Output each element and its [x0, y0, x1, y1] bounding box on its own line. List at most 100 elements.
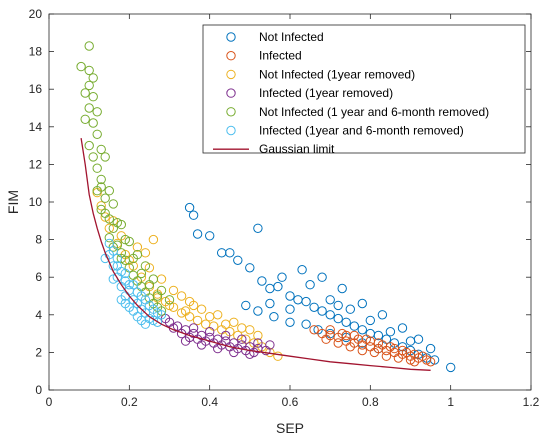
data-point [100, 152, 110, 162]
data-point [381, 351, 392, 361]
data-point [301, 319, 311, 329]
data-point [277, 272, 287, 282]
data-point [345, 342, 355, 352]
legend-marker [226, 51, 236, 61]
y-tick-label: 16 [29, 82, 43, 96]
data-point [140, 295, 151, 305]
data-point [152, 291, 163, 301]
legend-marker [226, 107, 236, 117]
data-point [92, 163, 102, 173]
data-point [349, 321, 359, 331]
x-tick-label: 0.6 [282, 395, 299, 409]
data-point [341, 330, 351, 341]
data-point [285, 291, 295, 301]
data-point [357, 345, 367, 356]
x-tick-label: 0.4 [201, 395, 218, 409]
data-point [188, 210, 199, 220]
data-point [88, 152, 98, 162]
data-point [132, 287, 143, 297]
legend-label: Not Infected [259, 30, 324, 44]
data-point [180, 336, 191, 346]
data-point [120, 268, 131, 279]
data-point [112, 218, 123, 228]
x-axis-label: SEP [276, 420, 304, 436]
data-point [357, 298, 367, 309]
data-point [245, 263, 255, 273]
data-point [377, 340, 388, 350]
data-point [128, 306, 139, 316]
data-point [100, 193, 110, 203]
data-point [84, 41, 94, 51]
data-point [341, 317, 351, 327]
y-tick-label: 4 [35, 308, 42, 322]
data-point [273, 281, 283, 292]
legend-marker [226, 32, 236, 42]
data-point [253, 306, 263, 316]
data-point [213, 343, 223, 354]
data-point [446, 362, 456, 373]
data-point [301, 296, 311, 307]
data-point [108, 199, 119, 209]
data-point [405, 336, 416, 346]
y-tick-labels: 0 2 4 6 8 10 12 14 16 18 20 [29, 7, 43, 397]
legend-label: Infected (1year removed) [259, 86, 393, 100]
data-point [96, 182, 106, 192]
data-point [104, 223, 115, 234]
data-point [253, 338, 263, 348]
data-point [401, 347, 412, 358]
legend-label: Gaussian limit [259, 142, 335, 156]
data-point [205, 327, 215, 337]
legend-entries: Not Infected Infected Not Infected (1year … [213, 30, 489, 156]
data-point [357, 325, 367, 335]
data-point [269, 312, 279, 322]
data-point [333, 313, 343, 324]
data-point [196, 340, 207, 350]
data-point [377, 310, 388, 320]
legend-box [202, 24, 526, 154]
data-point [309, 325, 319, 335]
data-point [325, 325, 335, 335]
y-tick-label: 12 [29, 157, 43, 171]
data-point [333, 338, 343, 348]
data-point [188, 323, 199, 333]
legend-marker [226, 125, 236, 136]
x-tick-label: 0.8 [362, 395, 379, 409]
data-point [104, 186, 115, 196]
data-point [84, 80, 94, 91]
data-point [317, 272, 327, 282]
legend-marker [226, 88, 236, 98]
data-point [425, 343, 436, 354]
data-point [425, 357, 436, 367]
y-tick-label: 10 [29, 195, 43, 209]
data-point [180, 306, 191, 316]
data-point [96, 174, 106, 185]
legend: Not Infected Infected Not Infected (1year … [202, 24, 526, 156]
y-axis-label: FIM [5, 190, 21, 214]
data-point [148, 234, 159, 245]
data-point [389, 343, 400, 354]
data-point [253, 330, 263, 341]
data-point [112, 261, 123, 271]
data-point [88, 118, 98, 128]
data-point [168, 285, 179, 296]
x-tick-label: 0 [46, 395, 53, 409]
y-tick-label: 0 [35, 383, 42, 397]
data-point [237, 334, 247, 344]
data-point [285, 317, 295, 327]
data-point [140, 261, 151, 271]
data-point [88, 73, 98, 83]
plot-content [76, 41, 456, 373]
data-point [321, 334, 331, 344]
series-4-points [76, 41, 175, 316]
data-point [128, 253, 139, 264]
data-point [192, 229, 203, 239]
data-point [76, 61, 86, 72]
data-point [100, 208, 110, 219]
data-point [128, 280, 139, 290]
data-point [249, 347, 259, 358]
data-point [353, 334, 363, 344]
data-point [241, 300, 251, 311]
data-point [305, 280, 315, 290]
data-point [104, 238, 115, 249]
data-point [196, 304, 207, 314]
